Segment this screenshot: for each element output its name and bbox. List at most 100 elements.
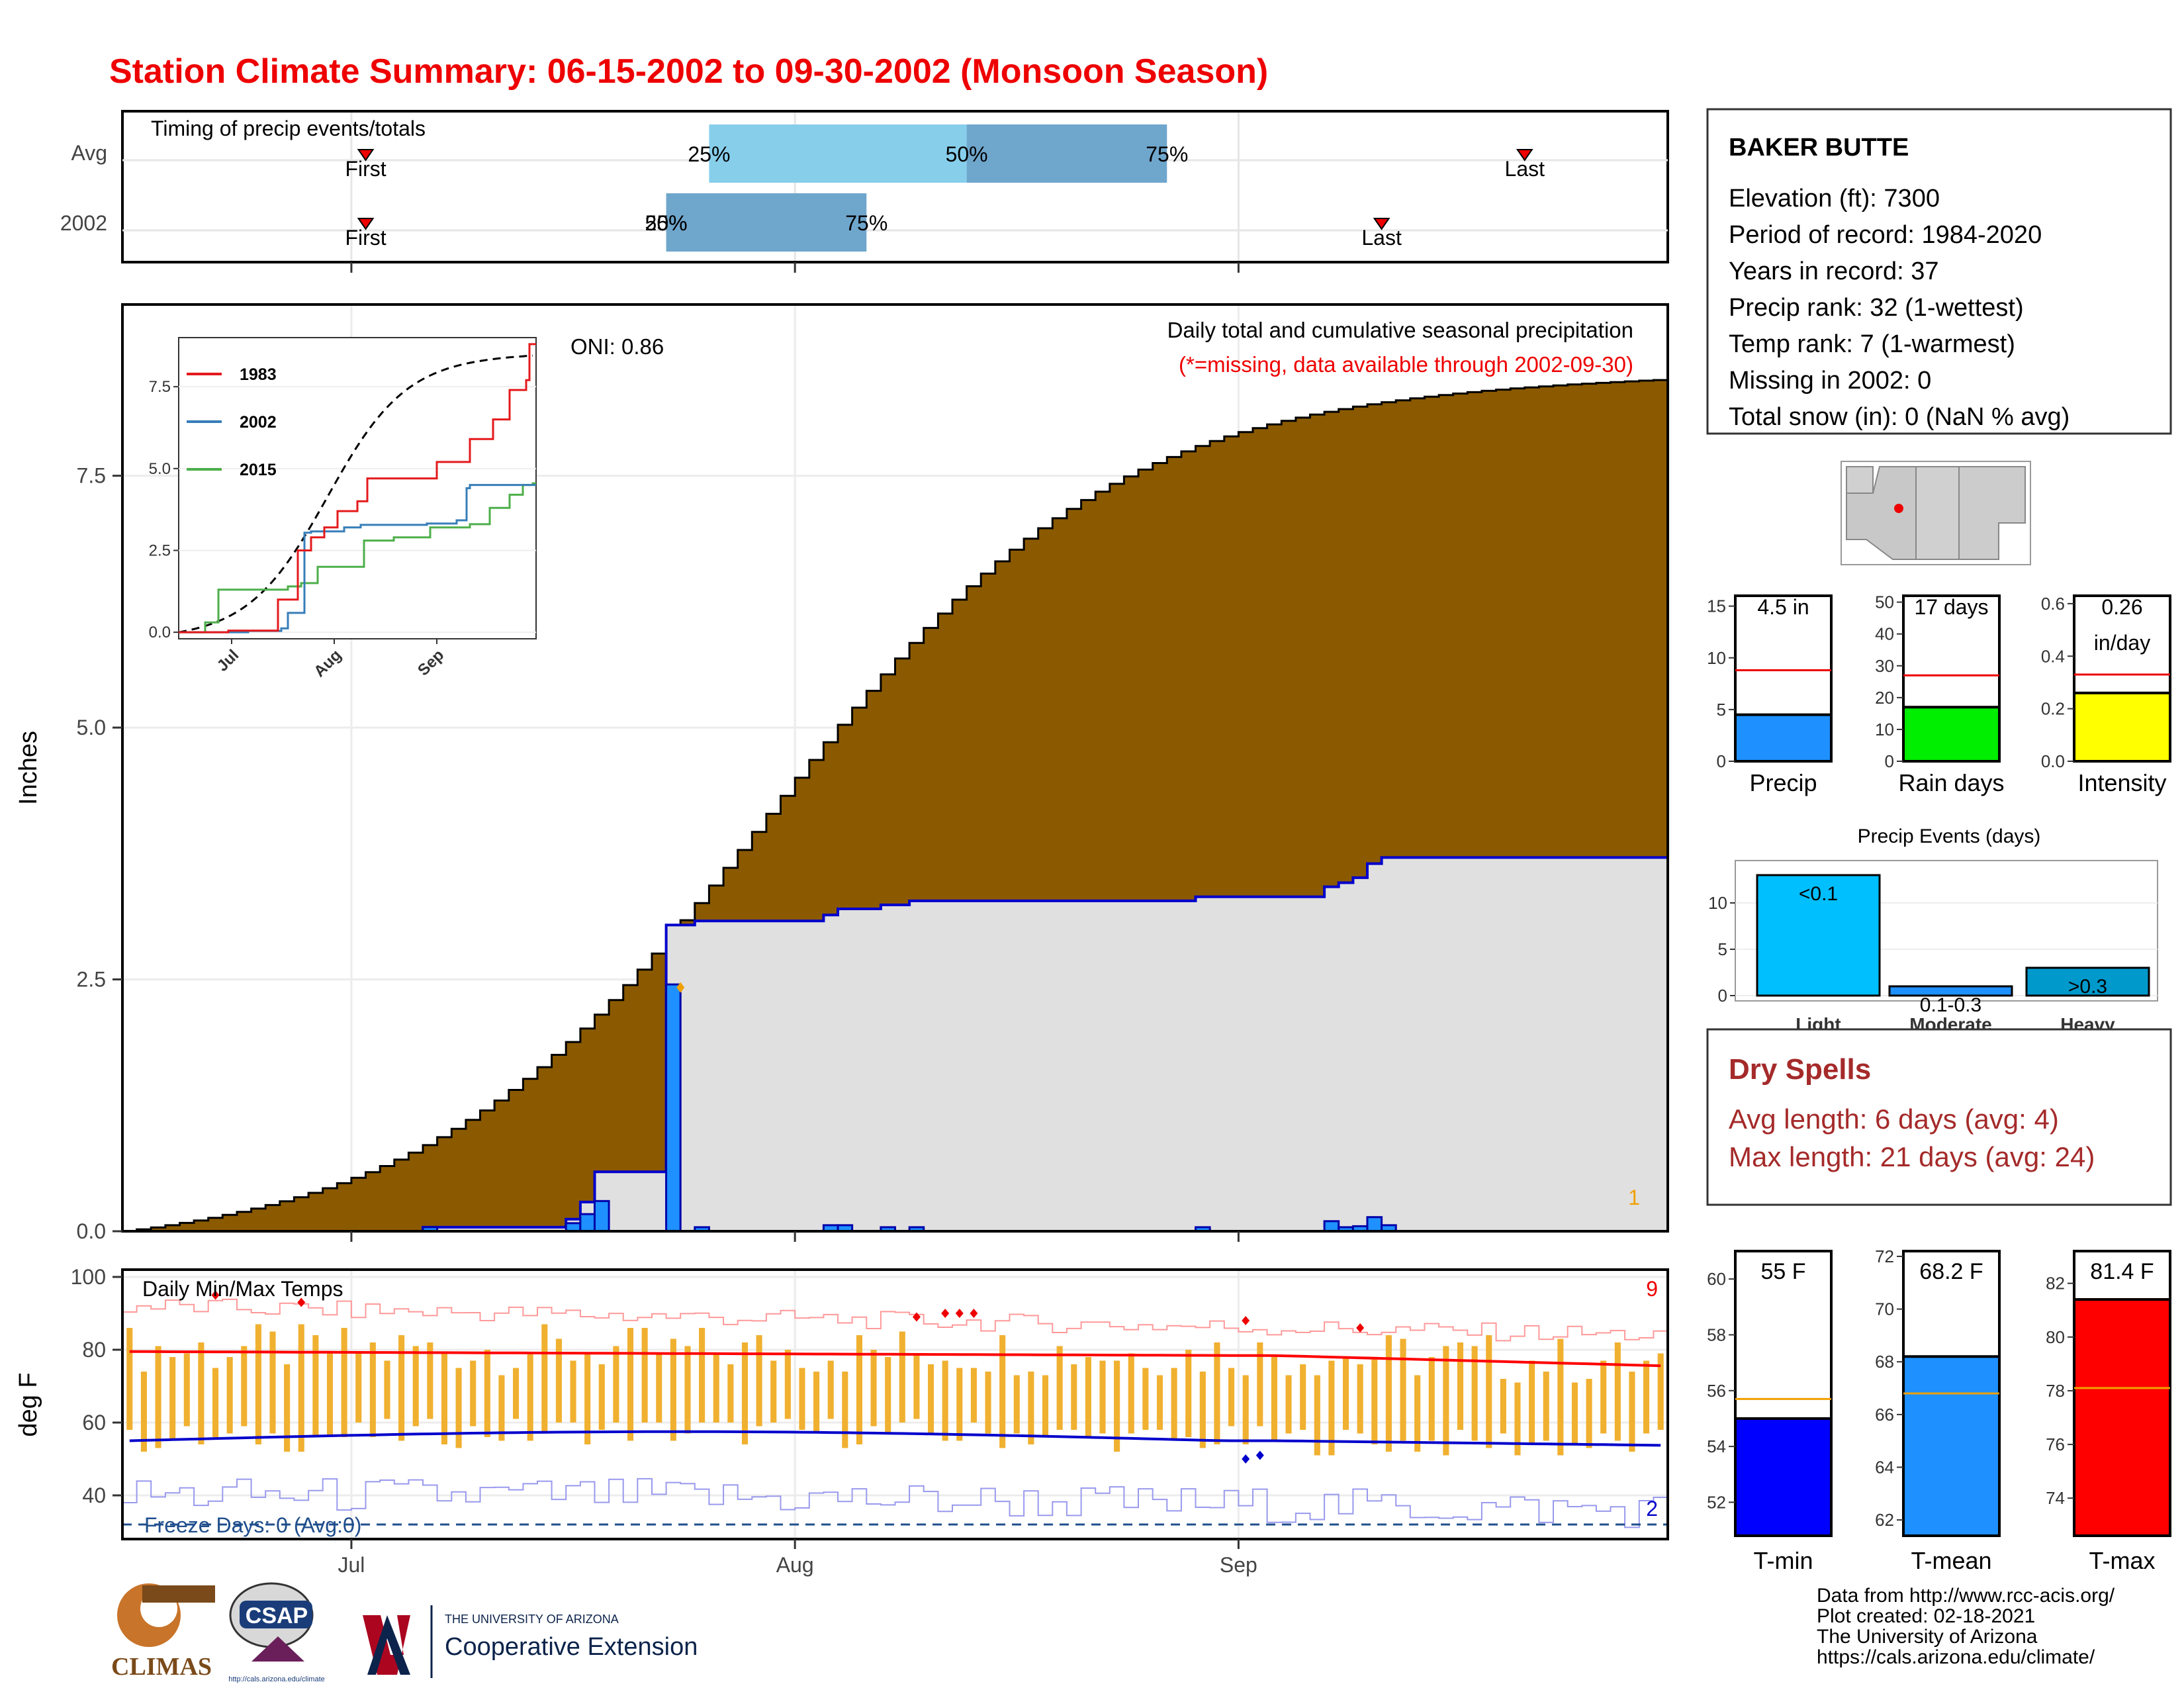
daily-temp-range-bar bbox=[155, 1346, 161, 1448]
daily-temp-range-bar bbox=[1300, 1364, 1306, 1430]
inset-y-tick-label: 0.0 bbox=[149, 624, 171, 641]
daily-temp-range-bar bbox=[1557, 1338, 1564, 1456]
daily-temp-range-bar bbox=[784, 1350, 791, 1419]
logos: CLIMAS CSAP http://cals.arizona.edu/clim… bbox=[111, 1582, 698, 1683]
events-bar-moderate bbox=[1888, 985, 2013, 997]
legend-2002: 2002 bbox=[240, 413, 277, 432]
daily-temp-range-bar bbox=[226, 1357, 233, 1434]
temp-summary-tick-label: 60 bbox=[1707, 1269, 1726, 1289]
precip-main-chart: 0.0 2.5 5.0 7.5 Inches ONI: 0.86 Daily tota… bbox=[15, 303, 1669, 1243]
legend-1983: 1983 bbox=[240, 365, 277, 384]
ua-logo-line-1: THE UNIVERSITY OF ARIZONA bbox=[445, 1613, 619, 1626]
record-low-marker bbox=[1242, 1454, 1250, 1464]
daily-temp-range-bar bbox=[1385, 1335, 1392, 1452]
daily-temp-range-bar bbox=[269, 1331, 276, 1434]
dry-spells-avg: Avg length: 6 days (avg: 4) bbox=[1729, 1103, 2059, 1135]
temp-x-tick-label: Aug bbox=[776, 1553, 814, 1577]
summary-tick-label: 10 bbox=[1875, 720, 1894, 739]
temp-x-tick-label: Sep bbox=[1220, 1553, 1257, 1577]
station-location-marker bbox=[1894, 504, 1903, 513]
daily-temp-range-bar bbox=[255, 1324, 261, 1444]
precip-events-title: Precip Events (days) bbox=[1858, 825, 2041, 847]
temp-y-tick-label: 40 bbox=[82, 1483, 106, 1507]
daily-temp-range-bar bbox=[741, 1342, 749, 1444]
daily-temp-range-bar bbox=[455, 1368, 462, 1448]
timing-label-50: 50% bbox=[645, 211, 688, 235]
temp-summary-bar-0 bbox=[1734, 1417, 1833, 1537]
daily-temp-range-bar bbox=[1343, 1357, 1349, 1430]
temp-summary-tick-label: 54 bbox=[1707, 1436, 1726, 1456]
daily-temp-range-bar bbox=[727, 1364, 734, 1423]
summary-tick-label: 40 bbox=[1875, 624, 1894, 644]
precip-ylabel: Inches bbox=[15, 731, 42, 805]
station-line-1: Elevation (ft): 7300 bbox=[1729, 185, 1940, 212]
station-name: BAKER BUTTE bbox=[1729, 134, 1909, 162]
daily-temp-range-bar bbox=[1414, 1375, 1421, 1452]
temp-summary-tick-label: 74 bbox=[2046, 1488, 2065, 1508]
daily-temp-range-bar bbox=[1486, 1335, 1492, 1448]
daily-temp-range-bar bbox=[1199, 1372, 1206, 1448]
daily-temp-range-bar bbox=[1428, 1357, 1435, 1441]
summary-axis-label-0: Precip bbox=[1749, 769, 1817, 796]
summary-tick-label: 0.4 bbox=[2041, 646, 2065, 666]
daily-temp-range-bar bbox=[627, 1328, 634, 1441]
record-high-marker bbox=[970, 1309, 978, 1318]
temp-y-tick-label: 60 bbox=[82, 1411, 106, 1434]
average-tmax-line bbox=[129, 1350, 1661, 1368]
events-bar-label: 0.1-0.3 bbox=[1920, 994, 1981, 1016]
summary-tick-label: 0.6 bbox=[2041, 594, 2065, 614]
daily-temp-range-bar bbox=[1228, 1368, 1235, 1427]
credit-line-3: The University of Arizona bbox=[1817, 1626, 2038, 1648]
timing-label: Timing of precip events/totals bbox=[151, 117, 426, 140]
timing-label-75: 75% bbox=[1146, 142, 1188, 166]
daily-temp-range-bar bbox=[999, 1335, 1006, 1448]
daily-temp-range-bar bbox=[1214, 1342, 1220, 1444]
daily-temp-range-bar bbox=[713, 1353, 719, 1423]
record-high-marker bbox=[941, 1309, 950, 1318]
daily-temp-range-bar bbox=[1156, 1375, 1163, 1430]
daily-temp-range-bar bbox=[1114, 1360, 1120, 1452]
daily-precip-bar bbox=[1366, 1216, 1383, 1233]
record-high-marker bbox=[297, 1297, 306, 1307]
record-high-count: 9 bbox=[1646, 1277, 1658, 1301]
daily-temp-range-bar bbox=[284, 1364, 291, 1452]
summary-tick-label: 0 bbox=[1885, 751, 1894, 771]
credit-line-1: Data from http://www.rcc-acis.org/ bbox=[1817, 1585, 2115, 1607]
csap-logo-text: CSAP bbox=[246, 1603, 308, 1628]
temp-y-tick-label: 80 bbox=[82, 1338, 106, 1362]
summary-tick-label: 20 bbox=[1875, 688, 1894, 708]
temperature-chart: 40 60 80 100 Jul Aug Sep Daily Min/Max Temps d… bbox=[15, 1265, 1669, 1577]
daily-precip-bar bbox=[593, 1199, 610, 1233]
daily-temp-range-bar bbox=[799, 1368, 805, 1430]
daily-temp-range-bar bbox=[1013, 1375, 1020, 1434]
temp-summary-tick-label: 80 bbox=[2046, 1327, 2065, 1347]
events-y-tick-label: 0 bbox=[1718, 986, 1727, 1006]
timing-first-label: First bbox=[345, 157, 386, 181]
daily-temp-range-bar bbox=[956, 1368, 963, 1441]
daily-temp-range-bar bbox=[1471, 1346, 1478, 1441]
record-high-line bbox=[122, 1298, 1668, 1342]
inset-average-line bbox=[178, 354, 533, 633]
summary-value-label2-2: in/day bbox=[2094, 631, 2150, 655]
dry-spells-title: Dry Spells bbox=[1729, 1053, 1871, 1086]
timing-bar-50-75 bbox=[666, 193, 867, 252]
daily-temp-range-bar bbox=[1371, 1357, 1378, 1444]
daily-temp-range-bar bbox=[212, 1368, 219, 1437]
timing-last-marker bbox=[1516, 149, 1533, 162]
summary-tick-label: 0.0 bbox=[2041, 751, 2065, 771]
daily-temp-range-bar bbox=[813, 1372, 820, 1434]
locator-map bbox=[1841, 461, 2031, 565]
timing-last-label: Last bbox=[1361, 226, 1402, 250]
daily-temp-range-bar bbox=[670, 1338, 676, 1441]
freeze-days-label: Freeze Days: 0 (Avg:0) bbox=[144, 1513, 361, 1537]
daily-temp-range-bar bbox=[827, 1360, 834, 1419]
daily-temp-range-bar bbox=[1529, 1360, 1535, 1444]
daily-temp-range-bar bbox=[341, 1328, 347, 1437]
summary-tick-label: 30 bbox=[1875, 656, 1894, 676]
daily-temp-range-bar bbox=[870, 1350, 877, 1427]
temp-summary-bar-2 bbox=[2073, 1298, 2171, 1538]
temp-y-tick-label: 100 bbox=[71, 1265, 106, 1289]
average-tmin-line bbox=[129, 1430, 1661, 1447]
